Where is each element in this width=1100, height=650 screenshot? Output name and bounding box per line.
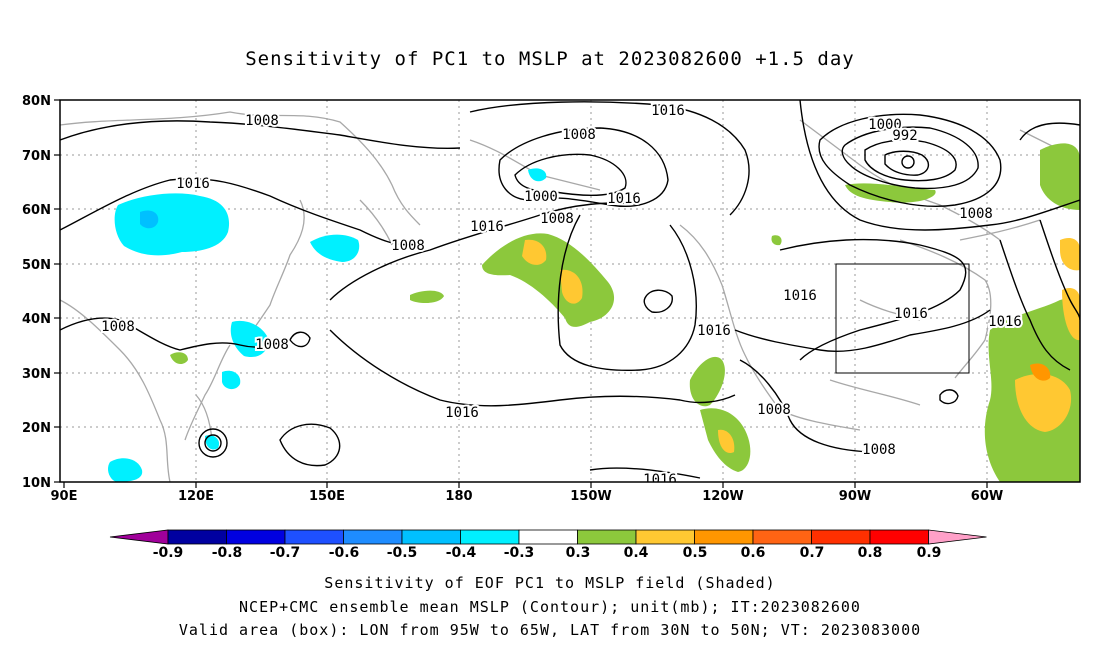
colorbar-swatch [577,529,637,545]
caption-valid-area: Valid area (box): LON from 95W to 65W, L… [178,621,922,639]
colorbar-min-arrow [109,529,169,545]
lon-label: 90W [839,489,871,504]
contour-label: 1008 [862,442,896,458]
colorbar-swatch [167,529,227,545]
lat-label: 70N [22,149,51,164]
colorbar-swatch [401,529,461,545]
contour-label: 1016 [783,288,817,304]
contour-label: 1016 [894,306,928,322]
colorbar-tick-label: 0.6 [741,545,766,561]
colorbar-tick-label: -0.8 [212,545,243,561]
lon-label: 150W [570,489,611,504]
longitude-labels: 90E 120E 150E 180 150W 120W 90W 60W [51,489,1004,504]
contour-label: 1016 [176,176,210,192]
contour-label: 1008 [757,402,791,418]
colorbar-tick-label: 0.3 [566,545,591,561]
caption-contour: NCEP+CMC ensemble mean MSLP (Contour); u… [239,598,861,616]
contour-label: 1016 [988,314,1022,330]
lat-label: 80N [22,94,51,109]
sensitivity-shading [108,143,1080,482]
contour-label: 1008 [562,127,596,143]
lat-label: 50N [22,258,51,273]
colorbar-swatch [635,529,695,545]
lat-label: 30N [22,367,51,382]
colorbar-tick-label: -0.4 [446,545,477,561]
map-title: Sensitivity of PC1 to MSLP at 2023082600… [245,48,855,70]
caption-shading: Sensitivity of EOF PC1 to MSLP field (Sh… [324,574,776,592]
lat-label: 60N [22,203,51,218]
contour-label: 1016 [445,405,479,421]
map-frame [59,99,1081,483]
contour-label: 1000 [868,117,902,133]
contour-label: 1016 [643,472,677,488]
colorbar-max-arrow [928,529,987,545]
colorbar-tick-label: -0.9 [153,545,184,561]
contour-label: 1008 [255,337,289,353]
colorbar-tick-label: -0.5 [387,545,418,561]
contour-label: 1008 [391,238,425,254]
contour-label: 1016 [651,103,685,119]
colorbar-tick-label: 0.8 [858,545,883,561]
colorbar-tick-label: 0.5 [683,545,708,561]
colorbar-swatch [694,529,754,545]
contour-label: 1008 [245,113,279,129]
contour-label: 1008 [959,206,993,222]
contour-label: 992 [892,128,917,144]
mslp-contours [60,100,1080,479]
colorbar-swatch [752,529,812,545]
colorbar-tick-label: 0.4 [624,545,649,561]
colorbar-swatch [226,529,286,545]
contour-label: 1008 [640,472,674,488]
colorbar-swatch [811,529,871,545]
colorbar-tick-label: -0.6 [329,545,360,561]
lon-label: 180 [445,489,472,504]
colorbar-swatch [343,529,403,545]
latitude-labels: 80N 70N 60N 50N 40N 30N 20N 10N [22,94,51,491]
colorbar-swatch [284,529,344,545]
lat-label: 10N [22,476,51,491]
lon-label: 60W [971,489,1003,504]
contour-label: 1016 [697,323,731,339]
axis-ticks [54,99,988,488]
contour-labels: 1008 1016 1008 1016 1008 1000 1008 1016 … [99,101,1024,488]
lon-label: 90E [51,489,78,504]
contour-label: 1000 [524,189,558,205]
colorbar-labels: -0.9 -0.8 -0.7 -0.6 -0.5 -0.4 -0.3 0.3 0… [153,545,942,561]
colorbar-swatch [869,529,929,545]
contour-label: 1008 [101,319,135,335]
valid-area-box [835,263,970,374]
lon-label: 120W [702,489,743,504]
colorbar-swatch [460,529,520,545]
lat-label: 40N [22,312,51,327]
contour-label: 1016 [607,191,641,207]
lon-label: 120E [178,489,214,504]
lat-label: 20N [22,421,51,436]
colorbar-tick-label: -0.7 [270,545,301,561]
contour-label: 1016 [470,219,504,235]
colorbar [109,529,987,545]
lon-label: 150E [309,489,345,504]
colorbar-tick-label: 0.9 [917,545,942,561]
colorbar-tick-label: 0.7 [800,545,825,561]
contour-label: 1008 [540,211,574,227]
colorbar-tick-label: -0.3 [504,545,535,561]
colorbar-swatch [518,529,578,545]
